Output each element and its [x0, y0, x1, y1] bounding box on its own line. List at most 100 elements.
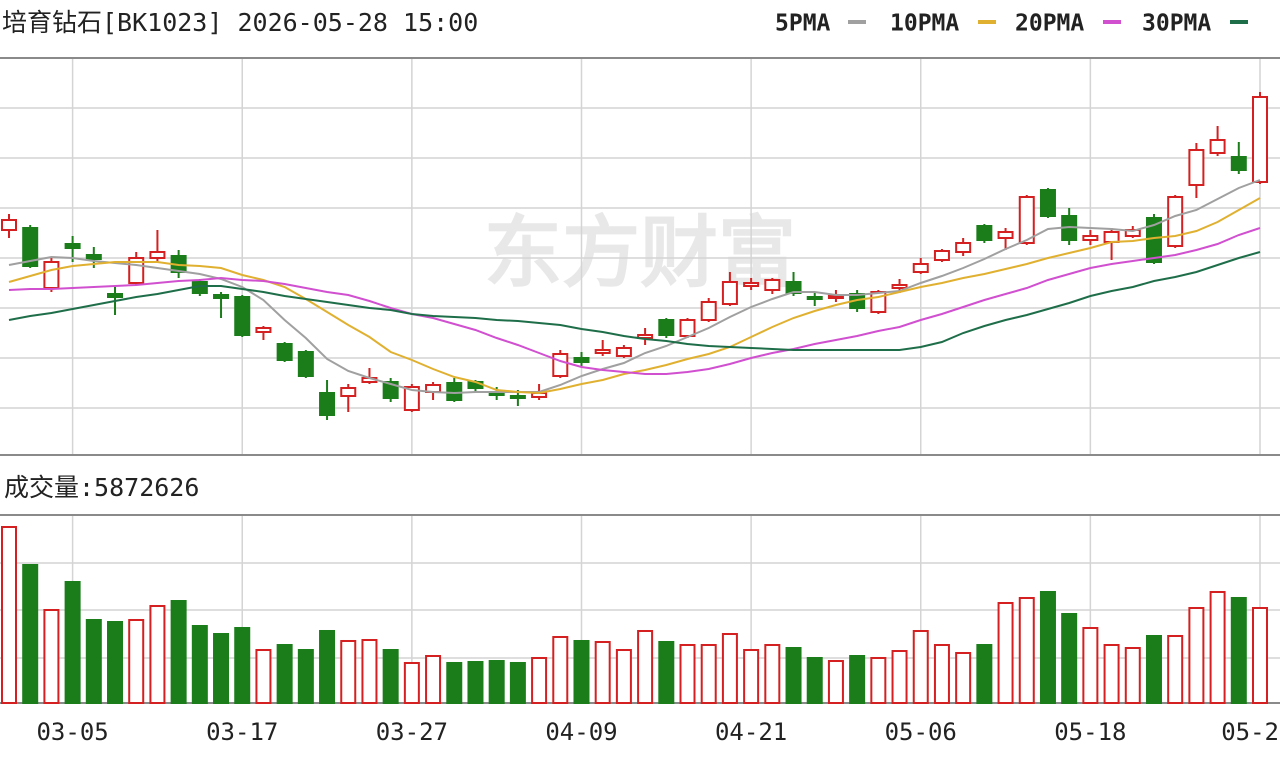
- volume-bar: [361, 639, 378, 705]
- grid: [0, 58, 1280, 703]
- volume-bar: [679, 644, 696, 704]
- volume-bar: [488, 660, 505, 704]
- candle-body: [255, 327, 272, 333]
- legend-label: 5PMA: [775, 11, 831, 37]
- x-tick-label: 05-06: [885, 718, 957, 746]
- candle-body: [213, 294, 230, 299]
- volume-bar: [43, 609, 60, 704]
- candle-body: [1082, 235, 1099, 241]
- candle-body: [743, 282, 760, 287]
- volume-bar: [933, 644, 950, 704]
- volume-bar: [64, 581, 81, 704]
- volume-bar: [1230, 596, 1247, 705]
- candle-body: [955, 242, 972, 253]
- volume-title: 成交量:5872626: [4, 473, 199, 502]
- volume-bar: [531, 656, 548, 705]
- candle-body: [573, 357, 590, 363]
- volume-bar: [255, 649, 272, 704]
- candle-body: [827, 295, 844, 299]
- candle-body: [891, 284, 908, 289]
- volume-bar: [340, 639, 357, 705]
- volume-bar: [1167, 634, 1184, 705]
- volume-bar: [1252, 607, 1268, 705]
- volume-bar: [1103, 644, 1120, 704]
- volume-bar: [319, 629, 336, 705]
- candle-body: [679, 319, 696, 337]
- candle-body: [721, 281, 738, 305]
- volume-bar: [637, 629, 654, 705]
- candle-body: [806, 296, 823, 300]
- candle-body: [446, 382, 463, 401]
- candle-body: [700, 301, 717, 321]
- candle-body: [764, 279, 781, 291]
- legend-label: 20PMA: [1015, 11, 1084, 37]
- volume-bar: [446, 661, 463, 705]
- candle-body: [552, 353, 569, 377]
- candle-body: [1252, 96, 1268, 183]
- volume-bar: [573, 639, 590, 705]
- volume-bar: [234, 627, 251, 704]
- candle-body: [1167, 196, 1184, 247]
- volume-bar: [85, 618, 102, 705]
- candle-body: [149, 251, 166, 259]
- volume-bar: [1, 526, 17, 704]
- candle-body: [1209, 139, 1226, 154]
- volume-bar: [425, 655, 442, 704]
- volume-bar: [721, 633, 738, 704]
- volume-bar: [403, 661, 420, 705]
- volume-bar: [764, 644, 781, 704]
- candle-body: [319, 392, 336, 416]
- candle-body: [509, 395, 526, 399]
- volume-bar: [1145, 634, 1162, 705]
- candle-body: [297, 351, 314, 377]
- volume-bar: [467, 661, 484, 705]
- chart-title: 培育钻石[BK1023] 2026-05-28 15:00: [2, 8, 478, 37]
- legend-label: 10PMA: [890, 11, 959, 37]
- volume-bar: [976, 644, 993, 704]
- volume-bar: [700, 644, 717, 704]
- volume-bar: [509, 661, 526, 705]
- volume-bar: [849, 655, 866, 704]
- volume-bar: [1039, 590, 1056, 705]
- candle-body: [340, 387, 357, 397]
- volume-bar: [1061, 612, 1078, 705]
- volume-bar: [276, 644, 293, 704]
- candle-body: [403, 386, 420, 411]
- volume-bar: [997, 601, 1014, 705]
- x-tick-label: 05-2: [1221, 718, 1279, 746]
- x-tick-label: 03-17: [206, 718, 278, 746]
- volume-bar: [785, 647, 802, 704]
- legend-label: 30PMA: [1142, 11, 1211, 37]
- volume-bar: [891, 650, 908, 705]
- volume-bar: [170, 600, 187, 704]
- volume-bar: [827, 660, 844, 704]
- volume-bar: [213, 633, 230, 704]
- candle-body: [234, 296, 251, 336]
- volume-bar: [806, 656, 823, 705]
- candle-body: [594, 349, 611, 354]
- volume-bar: [297, 649, 314, 704]
- candle-body: [1103, 231, 1120, 243]
- volume-bar: [382, 649, 399, 704]
- candle-body: [933, 250, 950, 261]
- x-tick-label: 03-05: [36, 718, 108, 746]
- candle-body: [64, 243, 81, 249]
- volume-bar: [658, 640, 675, 705]
- volume-bar: [1188, 606, 1205, 705]
- frame: [0, 57, 1280, 704]
- x-tick-label: 03-27: [376, 718, 448, 746]
- volume-bar: [128, 618, 145, 705]
- candle-body: [1230, 156, 1247, 171]
- candle-body: [276, 343, 293, 361]
- volume-bar: [955, 651, 972, 705]
- candle-body: [107, 293, 124, 298]
- volume-bar: [1082, 627, 1099, 704]
- volume-bar: [149, 605, 166, 704]
- candle-body: [1188, 149, 1205, 186]
- volume-bar: [912, 629, 929, 705]
- ma-line: [8, 251, 1261, 351]
- volume-bar: [107, 621, 124, 704]
- volume-bar: [552, 636, 569, 704]
- volume-bar: [870, 656, 887, 705]
